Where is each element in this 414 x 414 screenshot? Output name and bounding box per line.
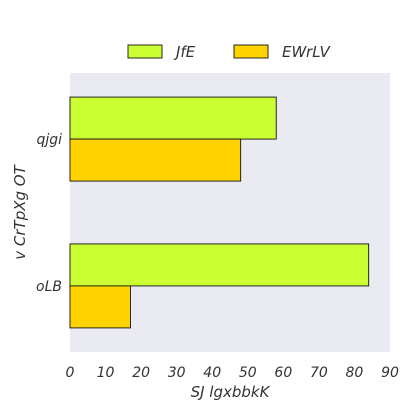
legend-swatch-EWrLV	[233, 44, 269, 59]
y-tick-label: qjgi	[36, 132, 62, 148]
legend-swatch-JfE	[127, 44, 163, 59]
bar-EWrLV-oLB	[69, 285, 131, 329]
y-tick-labels: qjgi oLB	[36, 132, 62, 295]
x-axis-label: SJ lgxbbkK	[191, 383, 271, 401]
y-axis-label: v CrTpXg OT	[11, 163, 29, 259]
x-tick-label: 60	[274, 365, 292, 381]
x-tick-label: 20	[132, 365, 150, 381]
x-tick-label: 0	[66, 365, 75, 381]
x-tick-labels: 0 10 20 30 40 50 60 70 80 90	[66, 365, 399, 381]
x-tick-label: 90	[381, 365, 399, 381]
legend: JfE EWrLV	[127, 43, 331, 61]
legend-label-JfE: JfE	[173, 43, 196, 61]
x-tick-label: 30	[168, 365, 186, 381]
bar-EWrLV-qjgi	[69, 138, 242, 182]
x-tick-label: 70	[310, 365, 328, 381]
y-tick-label: oLB	[36, 279, 62, 295]
bar-JfE-qjgi	[69, 96, 277, 140]
x-tick-label: 40	[203, 365, 221, 381]
bars-group	[69, 96, 370, 329]
legend-label-EWrLV: EWrLV	[282, 43, 331, 61]
x-tick-label: 80	[346, 365, 364, 381]
bar-JfE-oLB	[69, 243, 370, 287]
x-tick-label: 50	[239, 365, 257, 381]
x-tick-label: 10	[97, 365, 115, 381]
